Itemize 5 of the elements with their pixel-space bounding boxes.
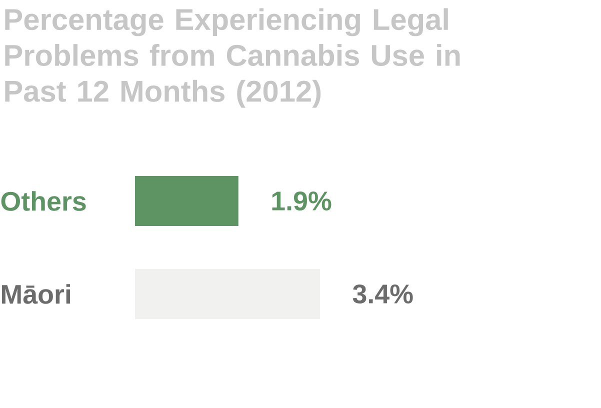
y-tick-label: Māori — [2, 284, 70, 304]
data-label: 3.4% — [352, 284, 413, 304]
y-tick-label: Others — [1, 191, 86, 211]
chart-title: Percentage Experiencing Legal Problems from Cannabis Use in Past 12 Months (2012) — [5, 8, 460, 108]
data-label: 1.9% — [272, 191, 332, 211]
